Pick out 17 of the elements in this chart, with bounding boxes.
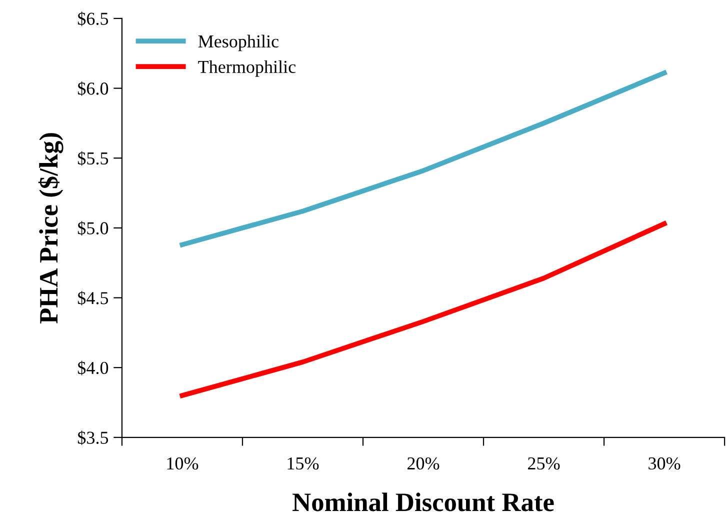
y-tick-label: $3.5 [78, 430, 108, 446]
x-tick-label: 15% [288, 457, 319, 470]
x-tick-label: 25% [528, 457, 560, 470]
x-tick-label: 20% [408, 457, 440, 470]
y-tick-label: $6.5 [78, 12, 108, 26]
x-tick-label: 10% [167, 457, 198, 470]
x-axis-title: Nominal Discount Rate [292, 492, 554, 512]
y-axis-title: PHA Price ($/kg) [38, 133, 64, 324]
y-tick-label: $4.5 [78, 290, 108, 306]
line-series [180, 221, 667, 398]
y-tick-label: $4.0 [78, 360, 108, 376]
x-tick-label: 30% [648, 457, 680, 470]
y-tick-label: $5.0 [78, 221, 108, 236]
legend-label: Thermophilic [198, 60, 296, 77]
y-tick-label: $6.0 [78, 81, 108, 96]
y-tick-label: $5.5 [78, 151, 108, 166]
legend-label: Mesophilic [198, 34, 278, 52]
